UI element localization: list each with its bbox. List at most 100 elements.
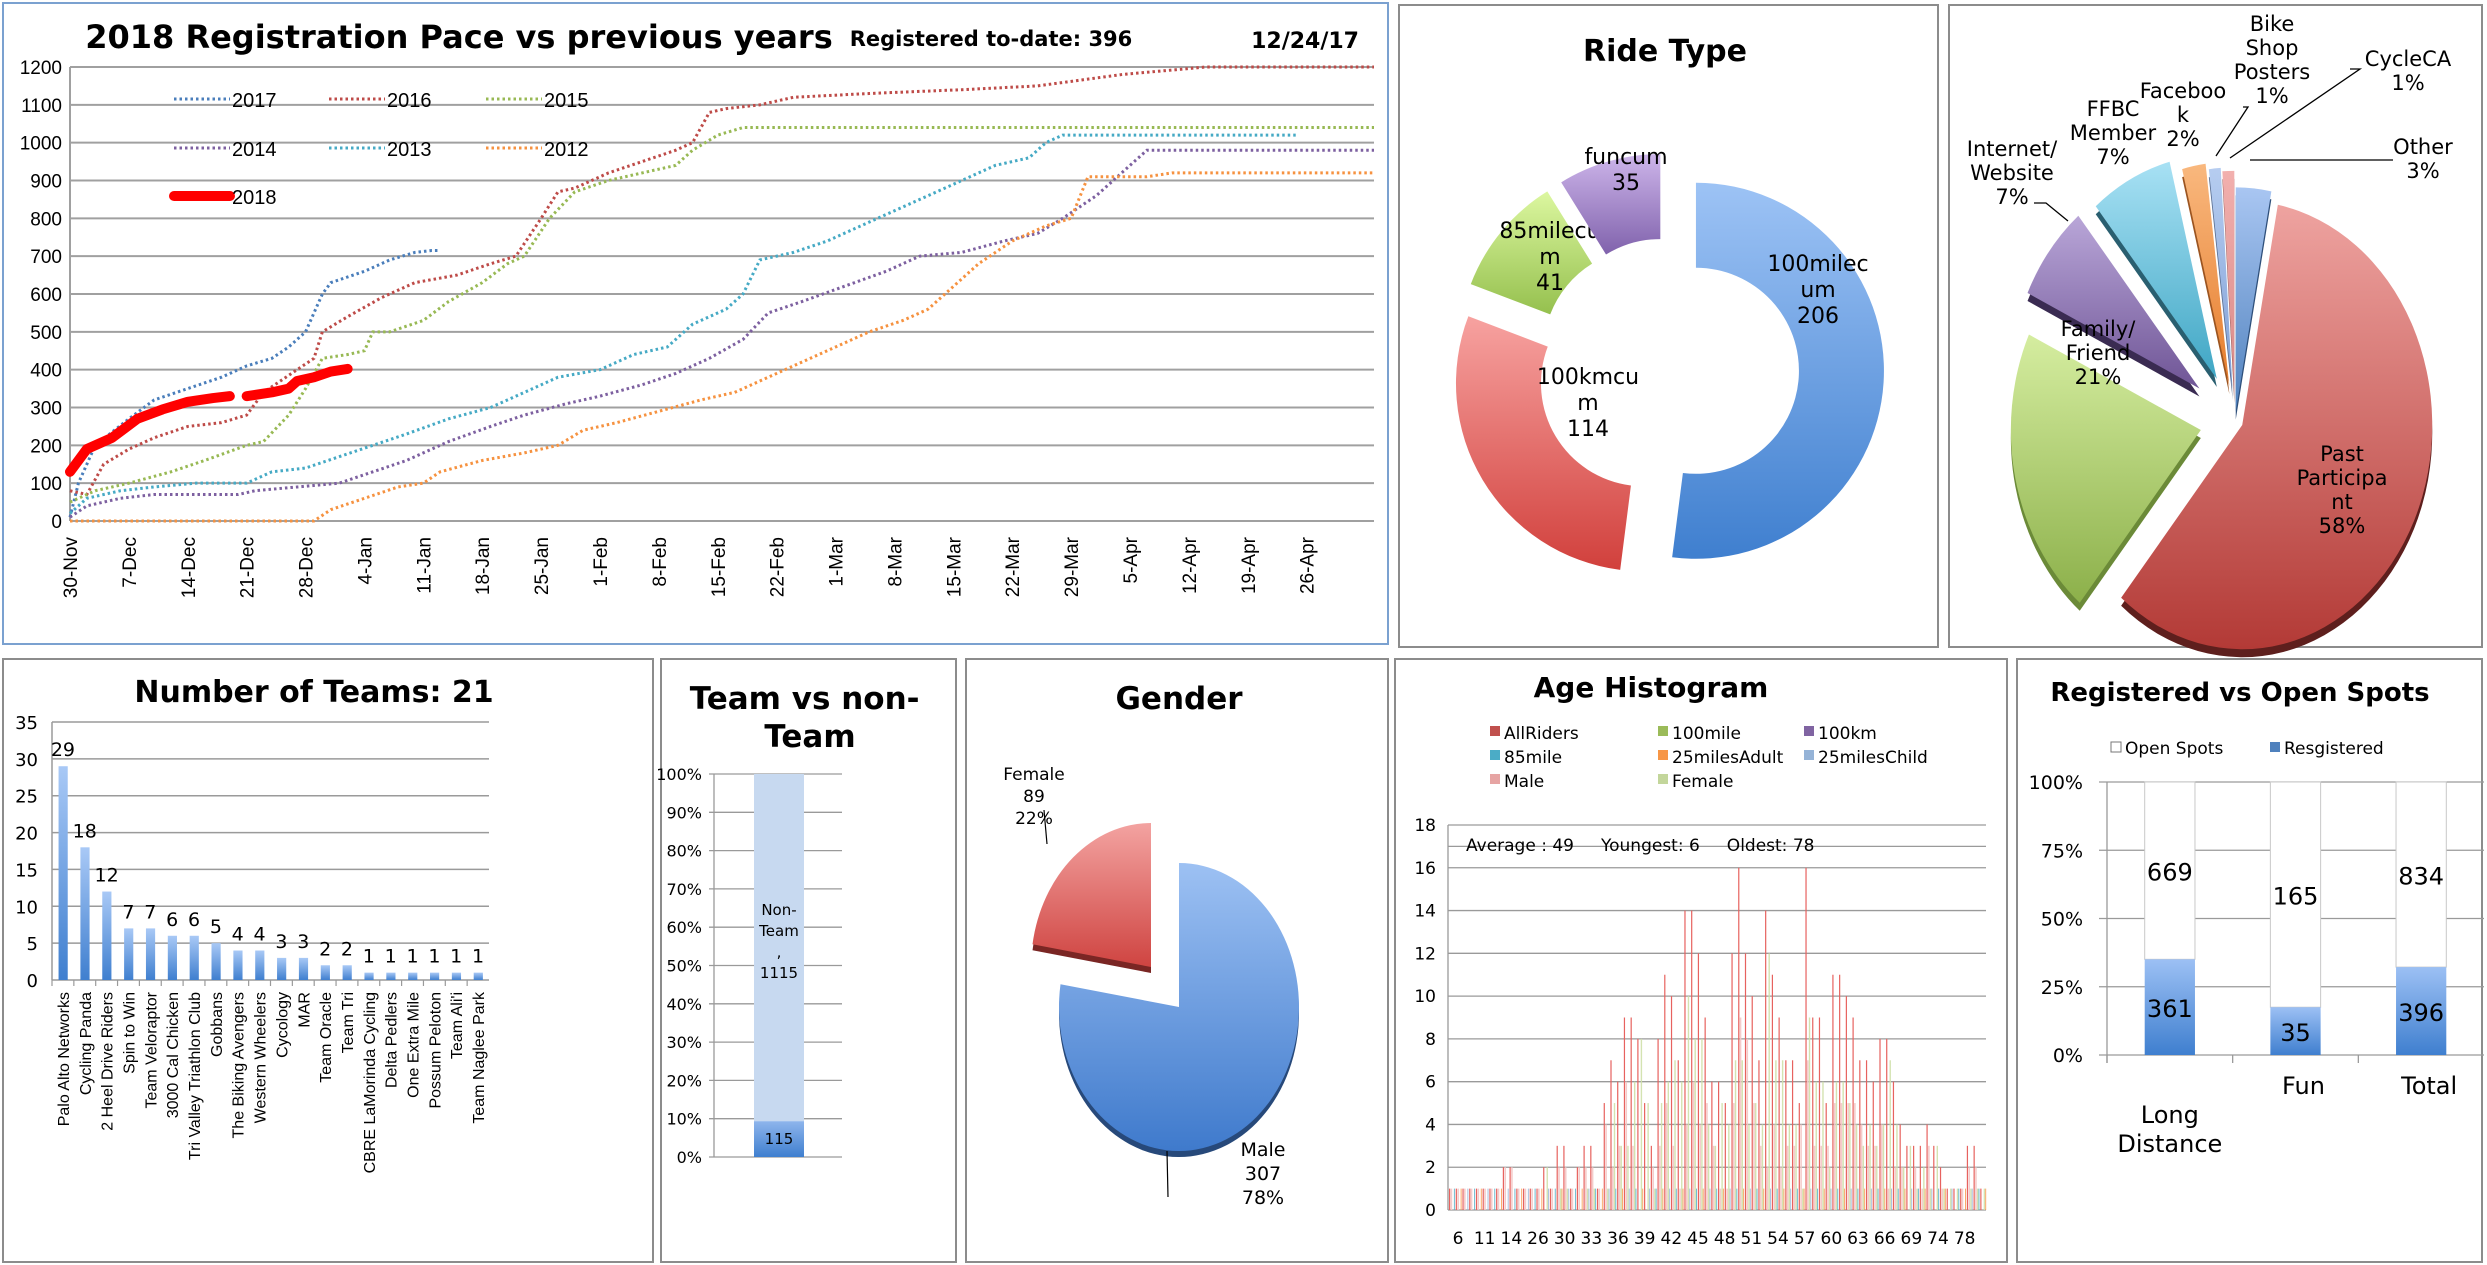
x-tick-label: Cycology — [274, 992, 291, 1058]
female-label-line: Female — [1003, 765, 1064, 785]
bar-allriders — [1670, 996, 1673, 1210]
bar-male — [1470, 1188, 1473, 1210]
age-histogram-title: Age Histogram — [1534, 671, 1769, 704]
bar-male — [1564, 1167, 1567, 1210]
bar-subgroup — [1830, 1188, 1832, 1210]
bar-subgroup — [1776, 1188, 1778, 1210]
bar-allriders — [1704, 1017, 1706, 1210]
bar-female — [1734, 1060, 1737, 1210]
bar-male — [1968, 1167, 1971, 1210]
bar-subgroup — [1857, 1188, 1859, 1210]
legend-label-100mile: 100mile — [1672, 724, 1741, 744]
x-tick-label: Tri Valley Triathlon Club — [187, 992, 204, 1160]
y-tick-label: 14 — [1414, 902, 1436, 922]
bar-allriders — [1926, 1124, 1928, 1210]
x-category-label: Total — [2400, 1072, 2457, 1100]
bar-female — [1755, 1103, 1757, 1210]
bar-female — [1842, 1081, 1844, 1210]
y-tick-label: 60% — [666, 918, 702, 937]
y-tick-label: 75% — [2041, 840, 2083, 862]
referral-label: FFBC Member 7% — [2070, 97, 2157, 169]
bar-male — [1961, 1188, 1964, 1210]
x-tick-label: One Extra Mile — [406, 992, 423, 1098]
open-spots-value: 834 — [2398, 863, 2444, 891]
bar-subgroup — [1917, 1188, 1919, 1210]
x-tick-label: 1-Mar — [827, 536, 848, 586]
ride-slice-label-line: um — [1800, 278, 1835, 303]
bar-allriders — [1778, 1017, 1780, 1210]
y-tick-label: 0% — [2053, 1045, 2083, 1067]
legend-label-2012: 2012 — [544, 139, 589, 161]
bar-allriders — [1865, 1060, 1868, 1210]
bar-female — [1761, 1124, 1764, 1210]
bar-allriders — [1872, 1081, 1874, 1210]
bar-allriders — [1913, 1145, 1915, 1210]
bar-male — [1652, 1167, 1654, 1210]
series-line-2018 — [65, 391, 235, 477]
bar-allriders — [1657, 1038, 1659, 1210]
bar-allriders — [1724, 1103, 1726, 1210]
bar-female — [1781, 1060, 1784, 1210]
x-tick-label: MAR — [296, 992, 313, 1028]
male-label-line: 307 — [1245, 1163, 1281, 1185]
bar-subgroup — [1864, 1188, 1866, 1210]
x-tick-label: 15-Feb — [709, 537, 730, 597]
bar-allriders — [1610, 1060, 1612, 1210]
non-team-value-label-line: 1115 — [760, 964, 798, 982]
referral-label-line: CycleCA — [2365, 47, 2452, 71]
bar-male — [1739, 1017, 1742, 1210]
x-category-label-line: Long — [2141, 1101, 2199, 1129]
bar-male — [1726, 1188, 1728, 1210]
legend-swatch-AllRiders — [1490, 726, 1500, 736]
bar-female — [1728, 1124, 1730, 1210]
x-tick-label: 12-Apr — [1180, 536, 1201, 594]
bar-male — [1874, 1145, 1876, 1210]
x-tick-label: 30-Nov — [61, 537, 82, 599]
bar-male — [1854, 1103, 1856, 1210]
bar-subgroup — [1500, 1188, 1502, 1210]
referral-label-line: FFBC — [2087, 97, 2140, 121]
bar-subgroup — [1521, 1188, 1523, 1210]
bar-male — [1847, 1103, 1849, 1210]
bar-female — [1950, 1188, 1952, 1210]
bar-value-label: 1 — [406, 946, 418, 968]
referral-slice-Past Participant — [2121, 204, 2433, 650]
bar-subgroup — [1561, 1188, 1563, 1210]
legend-swatch-100km — [1804, 726, 1814, 736]
bar-subgroup — [1796, 1188, 1798, 1210]
x-tick-label: 30 — [1554, 1229, 1576, 1249]
y-tick-label: 20% — [666, 1071, 702, 1090]
male-label-line: 78% — [1242, 1187, 1284, 1209]
bar-subgroup — [1843, 1188, 1845, 1210]
registered-vs-open-title: Registered vs Open Spots — [2050, 678, 2429, 708]
y-tick-label: 100% — [2029, 772, 2083, 794]
bar-male — [1712, 1145, 1715, 1210]
ride-slice-label: 100milec um 206 — [1767, 252, 1868, 329]
bar-female — [1721, 1103, 1723, 1210]
bar-subgroup — [1460, 1188, 1462, 1210]
x-category-label-line: Distance — [2117, 1130, 2222, 1158]
bar-subgroup — [1628, 1188, 1630, 1210]
referral-source-chart: Past Participa nt 58% Family/Friend 21% Intern… — [1967, 12, 2453, 658]
female-label-line: 89 — [1023, 787, 1045, 807]
x-tick-label: 22-Mar — [1003, 536, 1024, 597]
legend-label-100km: 100km — [1818, 724, 1877, 744]
x-tick-label: 28-Dec — [297, 537, 318, 598]
bar-Possum Peloton — [430, 972, 440, 980]
bar-Cycology — [277, 957, 287, 980]
referral-label: Other 3% — [2393, 135, 2453, 183]
male-label: Male 307 78% — [1240, 1139, 1285, 1209]
x-category-label: Long Distance — [2117, 1101, 2222, 1158]
bar-allriders — [1556, 1145, 1558, 1210]
bar-subgroup — [1581, 1188, 1583, 1210]
bar-female — [1714, 1145, 1717, 1210]
bar-female — [1943, 1188, 1945, 1210]
y-tick-label: 50% — [666, 957, 702, 976]
bar-Spin to Win — [124, 928, 134, 980]
x-category-label-line: Fun — [2282, 1072, 2325, 1100]
bar-female — [1741, 1060, 1743, 1210]
bar-male — [1531, 1188, 1533, 1210]
bar-male — [1941, 1188, 1944, 1210]
registered-to-date: Registered to-date: 396 — [850, 27, 1133, 51]
x-tick-label: 33 — [1581, 1229, 1603, 1249]
